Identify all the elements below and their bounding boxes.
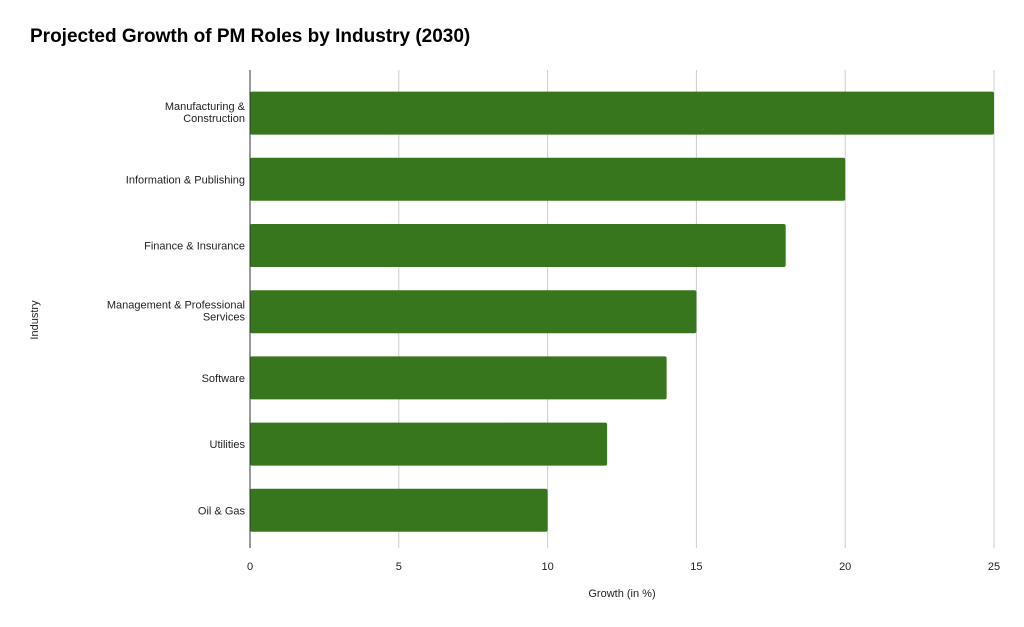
x-axis-title: Growth (in %): [588, 588, 655, 600]
bar: [250, 224, 786, 267]
y-tick-label: Software: [202, 373, 245, 385]
y-tick-label: Oil & Gas: [198, 505, 246, 517]
x-tick-label: 20: [839, 561, 851, 573]
y-tick-label: Manufacturing & Construction: [165, 101, 246, 125]
y-tick-label: Utilities: [210, 439, 246, 451]
y-tick-label: Information & Publishing: [126, 174, 245, 186]
y-tick-label: Finance & Insurance: [144, 241, 245, 253]
bar: [250, 356, 667, 400]
x-tick-label: 5: [396, 561, 402, 573]
x-tick-label: 25: [988, 561, 1000, 573]
x-tick-label: 0: [247, 561, 253, 573]
x-tick-label: 10: [541, 561, 553, 573]
chart-title: Projected Growth of PM Roles by Industry…: [30, 26, 471, 47]
bar: [250, 157, 846, 201]
bar: [250, 91, 994, 135]
bar: [250, 290, 697, 334]
bar: [250, 488, 548, 532]
x-tick-label: 15: [690, 561, 702, 573]
bar: [250, 422, 608, 466]
y-tick-label: Management & Professional Services: [107, 300, 246, 324]
y-axis-title: Industry: [29, 300, 41, 340]
